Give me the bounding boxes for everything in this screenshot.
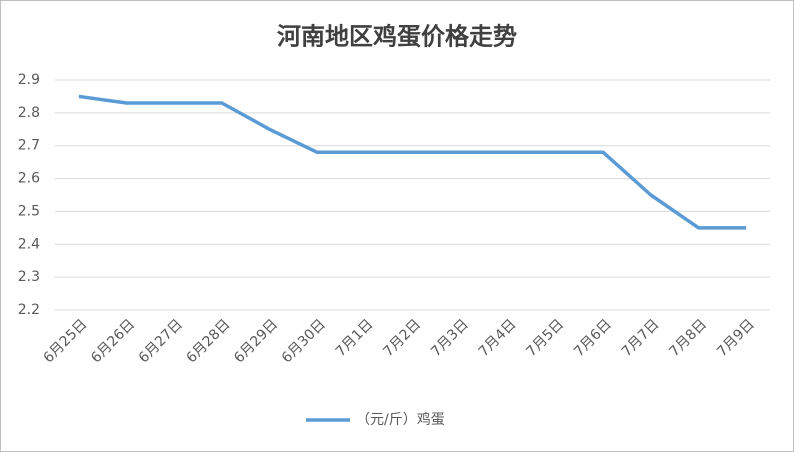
y-tick-label: 2.5 <box>18 203 40 219</box>
legend-label: （元/斤）鸡蛋 <box>356 411 445 428</box>
y-tick-label: 2.4 <box>18 236 40 252</box>
y-tick-label: 2.2 <box>18 302 40 318</box>
y-tick-label: 2.6 <box>18 171 40 187</box>
y-tick-label: 2.8 <box>18 105 40 121</box>
y-tick-label: 2.7 <box>18 138 40 154</box>
y-tick-label: 2.3 <box>18 269 40 285</box>
y-tick-label: 2.9 <box>18 72 40 88</box>
chart-title: 河南地区鸡蛋价格走势 <box>277 22 517 51</box>
data-line <box>78 94 747 230</box>
